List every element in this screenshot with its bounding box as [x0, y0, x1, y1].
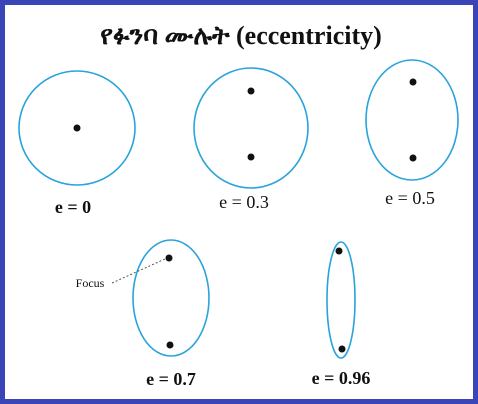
focus-dot [73, 124, 81, 132]
eccentricity-label: e = 0.96 [312, 368, 371, 388]
orbit [193, 67, 309, 189]
focus-dot [409, 78, 417, 86]
eccentricity-label: e = 0.5 [385, 188, 435, 208]
eccentricity-label: e = 0 [55, 197, 91, 217]
orbit [326, 241, 356, 359]
orbit [365, 59, 459, 181]
annotation: Focus [76, 276, 105, 290]
focus-dot [247, 87, 255, 95]
focus-dot [335, 247, 343, 255]
focus-dot [165, 254, 173, 262]
focus-dot [247, 153, 255, 161]
orbit [18, 70, 136, 186]
focus-dot [166, 341, 174, 349]
eccentricity-label: e = 0.7 [146, 369, 196, 389]
pointer-line [111, 258, 166, 284]
focus-dot [338, 345, 346, 353]
title: የፉንባ ሙሉት (eccentricity) [100, 21, 382, 50]
orbit [132, 239, 210, 357]
focus-dot [409, 154, 417, 162]
eccentricity-label: e = 0.3 [219, 192, 269, 212]
